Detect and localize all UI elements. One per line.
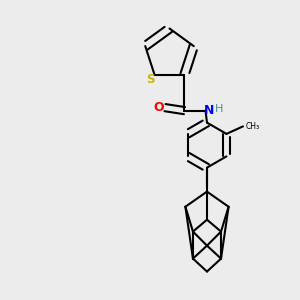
Text: H: H <box>215 104 223 114</box>
Text: O: O <box>153 101 164 114</box>
Text: N: N <box>204 104 214 117</box>
Text: S: S <box>146 73 154 85</box>
Text: CH₃: CH₃ <box>245 122 260 131</box>
